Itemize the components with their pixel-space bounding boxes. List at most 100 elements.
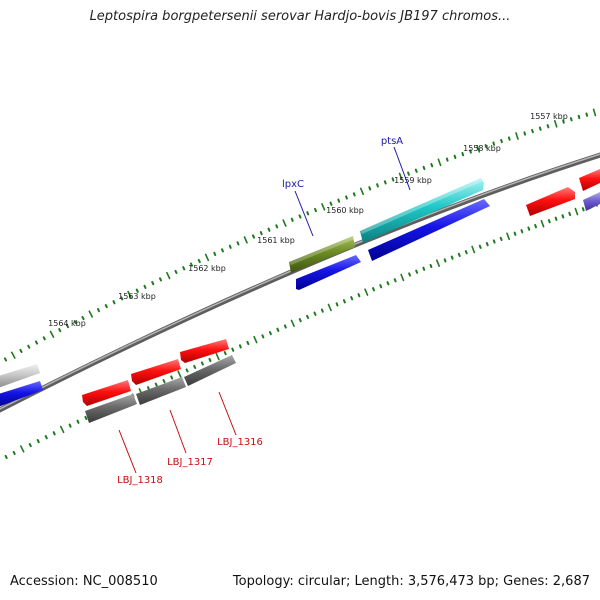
major-tick: [476, 145, 481, 153]
minor-tick: [213, 251, 217, 256]
minor-tick: [223, 351, 227, 356]
minor-tick: [569, 117, 573, 122]
minor-tick: [393, 278, 397, 283]
major-tick: [471, 245, 476, 254]
major-tick: [215, 352, 220, 361]
major-tick: [243, 236, 248, 244]
minor-tick: [298, 318, 302, 323]
minor-tick: [261, 334, 265, 339]
minor-tick: [342, 299, 346, 304]
minor-tick: [104, 304, 108, 309]
minor-tick: [151, 281, 155, 286]
accession-text: Accession: NC_008510: [10, 574, 158, 589]
gene-label-lbj1316[interactable]: LBJ_1316: [217, 437, 263, 448]
minor-tick: [267, 227, 271, 232]
gene-purple-right-edge[interactable]: [583, 192, 600, 211]
minor-tick: [170, 375, 174, 380]
minor-tick: [445, 157, 449, 162]
gene-far-right-forward[interactable]: [526, 169, 600, 216]
minor-tick: [350, 296, 354, 301]
minor-tick: [143, 284, 147, 289]
major-tick: [400, 273, 405, 282]
gene-label-lbj1318[interactable]: LBJ_1318: [117, 475, 163, 486]
minor-tick: [208, 357, 212, 363]
minor-tick: [174, 269, 178, 274]
minor-tick: [221, 248, 224, 253]
minor-tick: [135, 288, 139, 293]
major-tick: [321, 203, 326, 211]
major-tick: [10, 351, 16, 359]
major-tick: [282, 219, 287, 227]
minor-tick: [159, 277, 162, 282]
pseudogene-lbj1317[interactable]: [136, 377, 186, 405]
minor-tick: [236, 241, 240, 246]
major-tick: [515, 132, 519, 140]
minor-tick: [320, 308, 324, 313]
minor-tick: [450, 255, 454, 260]
scale-label-1563: 1563 kbp: [118, 292, 156, 301]
gene-blue-under-ptsA[interactable]: [368, 199, 490, 261]
minor-tick: [554, 216, 558, 221]
forward-strand-features[interactable]: [0, 169, 600, 406]
minor-tick: [453, 154, 457, 159]
major-tick: [204, 253, 210, 262]
minor-tick: [585, 112, 589, 117]
major-tick: [435, 259, 441, 268]
major-tick: [59, 425, 65, 434]
minor-tick: [73, 320, 77, 325]
gene-label-lpxC[interactable]: lpxC: [282, 179, 304, 190]
minor-tick: [561, 214, 565, 219]
label-leader-lines: [118, 146, 411, 474]
gene-lbj1318[interactable]: [82, 380, 131, 406]
topology-summary: Topology: circular; Length: 3,576,473 bp…: [232, 574, 590, 589]
major-tick: [359, 187, 365, 196]
major-tick: [398, 172, 403, 181]
minor-tick: [185, 368, 189, 373]
minor-tick: [414, 168, 418, 173]
minor-tick: [81, 316, 85, 321]
major-tick: [553, 120, 558, 128]
gene-label-lbj1317[interactable]: LBJ_1317: [167, 457, 213, 468]
major-tick: [437, 158, 442, 167]
minor-tick: [190, 262, 193, 267]
minor-tick: [422, 266, 426, 271]
gene-lbj1316[interactable]: [180, 339, 229, 363]
gene-blue-under-lpxC[interactable]: [296, 255, 361, 290]
reverse-strand-features[interactable]: [0, 192, 600, 423]
major-tick: [253, 335, 258, 344]
minor-tick: [120, 296, 124, 301]
gene-ptsA[interactable]: [360, 178, 484, 243]
minor-tick: [485, 242, 489, 247]
gene-left-edge-gray[interactable]: [0, 364, 40, 388]
major-tick: [592, 108, 597, 117]
minor-tick: [577, 114, 581, 120]
pseudogene-lbj1318[interactable]: [85, 394, 137, 423]
minor-tick: [42, 336, 46, 341]
minor-tick: [538, 126, 542, 131]
major-tick: [177, 370, 182, 378]
minor-tick: [352, 192, 356, 197]
minor-tick: [28, 443, 32, 448]
minor-tick: [314, 207, 317, 213]
minor-tick: [268, 331, 272, 336]
minor-tick: [391, 177, 395, 182]
pseudogene-lbj1316[interactable]: [184, 355, 236, 386]
minor-tick: [492, 239, 496, 244]
minor-tick: [368, 186, 372, 191]
gene-lbj1317[interactable]: [131, 359, 181, 385]
minor-tick: [290, 217, 294, 222]
minor-tick: [376, 183, 379, 188]
minor-tick: [200, 361, 204, 366]
gene-label-ptsA[interactable]: ptsA: [381, 136, 403, 147]
gene-blue-left-edge[interactable]: [0, 381, 43, 407]
minor-tick: [520, 229, 524, 234]
minor-tick: [298, 214, 302, 219]
minor-tick: [275, 224, 279, 229]
minor-tick: [306, 211, 310, 216]
minor-tick: [12, 450, 16, 455]
minor-tick: [193, 364, 197, 369]
minor-tick: [408, 272, 411, 277]
minor-tick: [547, 219, 551, 224]
gene-lpxC[interactable]: [289, 236, 355, 273]
